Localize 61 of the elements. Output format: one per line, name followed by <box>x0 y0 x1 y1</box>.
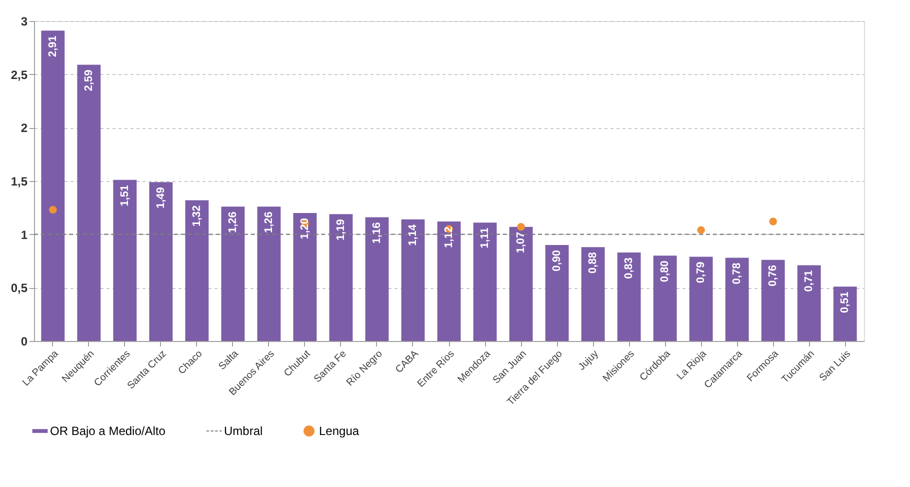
data-label: 1,20 <box>298 218 311 240</box>
bar <box>437 222 461 341</box>
y-tick-label: 0 <box>20 334 28 348</box>
bar <box>761 260 785 341</box>
bar <box>797 265 821 341</box>
data-label: 1,07 <box>515 232 528 254</box>
bar <box>725 258 749 341</box>
y-tick-label: 0,5 <box>10 281 28 296</box>
data-label: 0,83 <box>623 257 636 279</box>
y-tick-label: 2 <box>20 121 28 136</box>
bar <box>41 30 65 341</box>
bar <box>77 64 101 341</box>
bar <box>185 200 209 341</box>
bar <box>113 180 137 341</box>
bar <box>365 217 389 341</box>
x-tick-label: San Luis <box>818 348 853 384</box>
data-label: 0,71 <box>803 270 816 292</box>
bar <box>221 206 245 341</box>
data-label: 1,51 <box>118 184 131 206</box>
bar <box>689 256 713 341</box>
bar <box>545 245 569 341</box>
data-label: 0,80 <box>659 260 672 282</box>
bar <box>617 252 641 341</box>
data-label: 0,76 <box>767 264 780 286</box>
legend-label: Lengua <box>319 424 360 438</box>
data-label: 0,79 <box>695 262 708 284</box>
data-label: 2,91 <box>46 36 59 58</box>
data-label: 1,26 <box>262 212 275 234</box>
point <box>769 218 777 226</box>
legend-label: Umbral <box>224 424 263 438</box>
bar <box>581 247 605 341</box>
bar <box>653 256 677 341</box>
bar <box>833 286 857 341</box>
y-tick-label: 1 <box>20 228 28 242</box>
point <box>49 206 57 214</box>
bar <box>149 182 173 341</box>
data-label: 1,19 <box>334 219 347 240</box>
data-label: 1,12 <box>443 226 455 248</box>
data-label: 1,32 <box>190 205 203 227</box>
bar <box>473 222 497 341</box>
y-tick-label: 3 <box>20 14 28 28</box>
data-label: 0,88 <box>587 252 600 274</box>
data-label: 1,26 <box>226 212 239 234</box>
data-label: 0,78 <box>731 262 744 284</box>
bar <box>293 213 317 341</box>
data-label: 0,90 <box>551 250 564 272</box>
data-label: 1,11 <box>479 228 492 248</box>
point <box>697 226 705 234</box>
y-tick-label: 1,5 <box>10 174 28 188</box>
data-label: 2,59 <box>82 70 95 92</box>
data-label: 1,49 <box>154 187 167 208</box>
bar <box>509 226 533 341</box>
y-tick-label: 2,5 <box>10 68 28 82</box>
bar <box>257 206 281 341</box>
bar <box>401 219 425 341</box>
point <box>517 223 525 231</box>
bar <box>329 214 353 341</box>
data-label: 1,14 <box>406 224 419 246</box>
legend-label: OR Bajo a Medio/Alto <box>50 424 166 438</box>
data-label: 1,16 <box>370 222 383 244</box>
data-label: 0,51 <box>839 292 852 314</box>
